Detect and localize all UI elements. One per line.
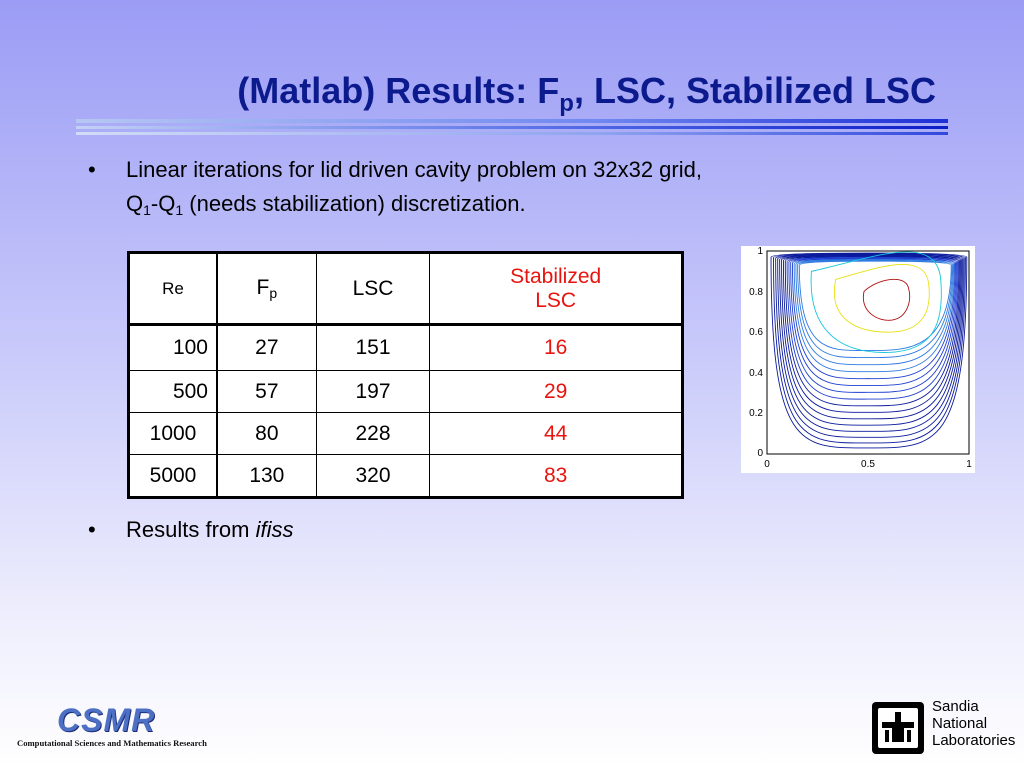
contour-line <box>810 251 942 353</box>
bullet-line2: Q1-Q1 (needs stabilization) discretizati… <box>126 191 526 218</box>
cell-re: 500 <box>128 370 218 413</box>
header-lsc: LSC <box>315 252 431 326</box>
cell-stabilized-lsc: 44 <box>429 412 683 455</box>
title-rule-bottom <box>76 132 948 135</box>
sandia-logo: Sandia National Laboratories <box>870 698 1020 758</box>
x-tick-label: 0.5 <box>861 459 875 470</box>
table-row: 5000 130 320 83 <box>128 454 683 498</box>
contour-line <box>779 254 963 426</box>
header-re: Re <box>128 252 218 326</box>
title-rule-middle <box>76 126 948 129</box>
contour-line <box>775 253 965 438</box>
sandia-thunderbird-icon <box>872 702 924 754</box>
table-header-row: Re Fp LSC Stabilized LSC <box>128 252 683 326</box>
contour-line <box>782 255 961 413</box>
bullet-dot: • <box>88 517 96 542</box>
csmr-wordmark: CSMR <box>57 702 156 738</box>
contour-line <box>777 254 964 432</box>
cell-stabilized-lsc: 29 <box>429 370 683 413</box>
bullet-dot: • <box>88 157 96 182</box>
contour-line <box>773 253 966 444</box>
contour-line <box>786 256 959 400</box>
y-tick-label: 0 <box>757 448 763 459</box>
cell-stabilized-lsc: 16 <box>429 324 683 371</box>
header-fp: Fp <box>216 252 317 326</box>
y-tick-label: 0.4 <box>749 368 763 379</box>
table-row: 500 57 197 29 <box>128 370 683 413</box>
y-tick-label: 1 <box>757 246 763 257</box>
y-tick-label: 0.6 <box>749 327 763 338</box>
table-row: 100 27 151 16 <box>128 324 683 371</box>
y-tick-label: 0.8 <box>749 287 763 298</box>
bullet-text: Linear iterations for lid driven cavity … <box>126 153 702 227</box>
cell-lsc: 197 <box>315 370 431 413</box>
sandia-text: Sandia National Laboratories <box>932 698 1016 749</box>
contour-line <box>795 259 954 366</box>
cell-lsc: 151 <box>315 324 431 371</box>
streamline-contour-plot: 1 0.8 0.6 0.4 0.2 0 0 0.5 1 <box>741 246 975 473</box>
x-tick-label: 0 <box>764 459 770 470</box>
contour-line <box>833 263 930 333</box>
header-stabilized-lsc: Stabilized LSC <box>429 252 683 326</box>
csmr-logo: CSMR Computational Sciences and Mathemat… <box>17 702 217 752</box>
csmr-subtitle: Computational Sciences and Mathematics R… <box>17 738 207 748</box>
cell-stabilized-lsc: 83 <box>429 454 683 498</box>
contour-line <box>797 260 953 359</box>
results-table: Re Fp LSC Stabilized LSC 100 27 151 16 50… <box>127 251 684 499</box>
slide-title: (Matlab) Results: Fp, LSC, Stabilized LS… <box>237 70 936 117</box>
cell-re: 1000 <box>128 412 218 455</box>
contour-line <box>798 260 952 351</box>
contour-lines <box>770 251 968 449</box>
contour-line <box>793 259 955 373</box>
y-tick-label: 0.2 <box>749 408 763 419</box>
contour-line <box>781 255 962 420</box>
contour-line <box>862 278 911 321</box>
contour-line <box>770 252 968 449</box>
cell-fp: 27 <box>216 324 317 371</box>
cell-lsc: 228 <box>315 412 431 455</box>
bullet-line1: Linear iterations for lid driven cavity … <box>126 157 702 182</box>
cell-fp: 57 <box>216 370 317 413</box>
x-tick-label: 1 <box>966 459 972 470</box>
cell-fp: 130 <box>216 454 317 498</box>
cell-lsc: 320 <box>315 454 431 498</box>
contour-line <box>790 257 957 386</box>
cell-re: 100 <box>128 324 218 371</box>
contour-line <box>784 256 960 407</box>
title-rule-top <box>76 119 948 123</box>
cell-fp: 80 <box>216 412 317 455</box>
table-row: 1000 80 228 44 <box>128 412 683 455</box>
bullet-text: Results from ifiss <box>126 517 294 542</box>
ifiss-name: ifiss <box>255 517 294 542</box>
cell-re: 5000 <box>128 454 218 498</box>
contour-line <box>788 257 958 393</box>
